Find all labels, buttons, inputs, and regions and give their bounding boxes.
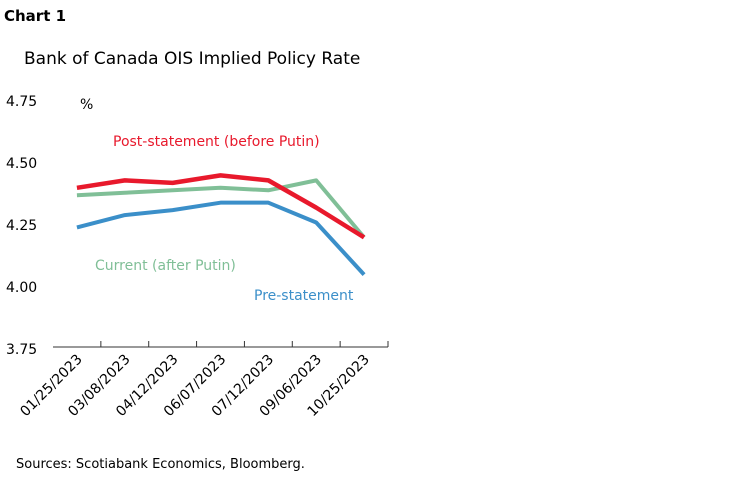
y-tick-label: 4.75 <box>6 94 37 110</box>
y-tick-label: 4.00 <box>6 280 37 296</box>
series-line-2 <box>76 173 366 240</box>
source-note: Sources: Scotiabank Economics, Bloomberg… <box>16 457 305 472</box>
y-tick-label: 4.50 <box>6 156 37 172</box>
legend-label-pre-statement: Pre-statement <box>254 288 354 304</box>
legend-label-post-statement: Post-statement (before Putin) <box>113 134 320 150</box>
y-tick-label: 3.75 <box>6 342 37 358</box>
legend-label-current: Current (after Putin) <box>95 258 236 274</box>
series-line-0 <box>76 178 366 239</box>
y-unit-label: % <box>80 97 93 113</box>
chart-title: Bank of Canada OIS Implied Policy Rate <box>24 49 360 69</box>
chart-label: Chart 1 <box>4 7 66 25</box>
series-line-1 <box>76 200 366 276</box>
y-tick-label: 4.25 <box>6 218 37 234</box>
